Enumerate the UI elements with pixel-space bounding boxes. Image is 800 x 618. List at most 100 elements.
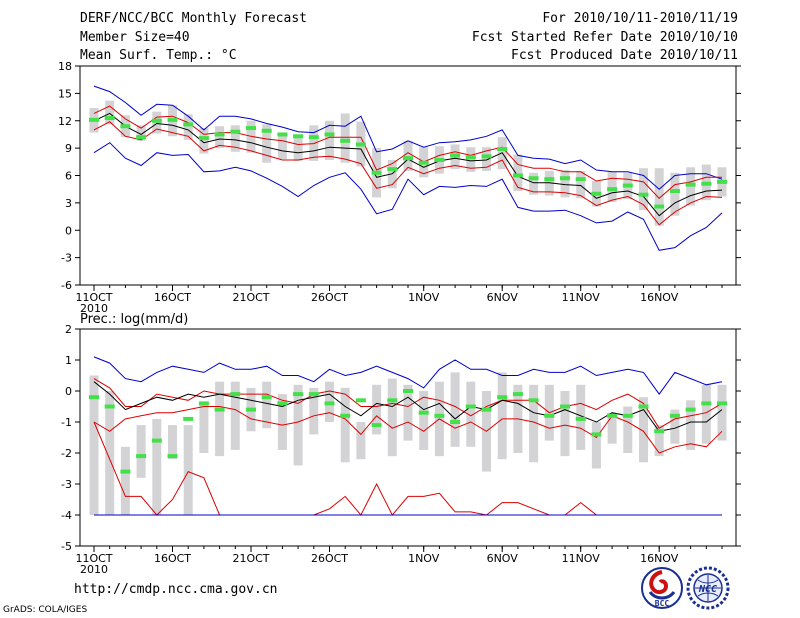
prec-xtick-label-4: 1NOV xyxy=(408,552,440,565)
temp-ytick-label-5: 9 xyxy=(65,142,72,155)
temp-forecast-bar-25 xyxy=(481,154,492,159)
prec-xtick-year-0: 2010 xyxy=(80,563,108,576)
temp-forecast-bar-23 xyxy=(450,153,461,158)
prec-ytick-label-0: -5 xyxy=(61,540,72,553)
prec-spread-box-7 xyxy=(199,403,209,453)
prec-forecast-bar-20 xyxy=(403,389,413,393)
prec-spread-box-9 xyxy=(230,381,240,450)
ncc-logo-text: NCC xyxy=(698,584,717,595)
prec-panel-title: Prec.: log(mm/d) xyxy=(80,312,188,327)
prec-forecast-bar-26 xyxy=(497,395,508,400)
prec-spread-box-2 xyxy=(120,446,130,515)
prec-spread-box-14 xyxy=(309,387,319,435)
prec-upper-line xyxy=(93,378,723,429)
temp-plot-frame xyxy=(79,65,737,286)
temp-ytick-label-3: 3 xyxy=(65,197,72,210)
temp-xtick-label-7: 16NOV xyxy=(640,291,679,304)
temp-forecast-bar-38 xyxy=(685,182,696,187)
prec-ytick-label-2: -3 xyxy=(61,478,72,491)
temp-forecast-bar-31 xyxy=(575,177,586,182)
chart-title: DERF/NCC/BCC Monthly Forecast xyxy=(80,11,307,26)
member-size: Member Size=40 xyxy=(80,30,190,45)
temp-forecast-bar-1 xyxy=(104,116,115,121)
temp-forecast-bar-37 xyxy=(669,189,680,194)
prec-max-line xyxy=(93,356,723,395)
prec-spread-box-16 xyxy=(340,387,350,463)
temp-forecast-bar-30 xyxy=(560,176,570,181)
prec-forecast-bar-23 xyxy=(450,420,461,424)
prec-forecast-bar-21 xyxy=(418,410,429,415)
temp-spread-box-13 xyxy=(293,135,303,161)
prec-ytick-label-4: -1 xyxy=(61,416,72,429)
prec-spread-box-5 xyxy=(168,425,177,460)
prec-forecast-bar-5 xyxy=(167,454,178,459)
temp-forecast-bar-32 xyxy=(591,191,602,196)
temp-spread-box-8 xyxy=(215,126,225,149)
prec-spread-box-36 xyxy=(654,425,664,457)
prec-xtick-label-2: 21OCT xyxy=(232,552,269,565)
temp-forecast-bar-12 xyxy=(277,132,288,137)
temp-forecast-bar-21 xyxy=(418,160,429,165)
temp-forecast-bar-3 xyxy=(136,135,147,140)
prec-forecast-bar-34 xyxy=(622,413,633,418)
temp-spread-box-35 xyxy=(639,168,648,211)
temp-xtick-year-0: 2010 xyxy=(80,302,108,315)
prec-forecast-bar-27 xyxy=(512,392,523,397)
temp-ytick-label-4: 6 xyxy=(65,170,72,183)
temp-min-line xyxy=(93,142,723,251)
prec-forecast-bar-36 xyxy=(654,429,665,434)
prec-spread-box-23 xyxy=(450,372,460,447)
temp-forecast-bar-33 xyxy=(607,187,618,192)
prec-forecast-bar-15 xyxy=(324,401,335,406)
temp-forecast-bar-27 xyxy=(512,173,523,178)
temp-spread-box-25 xyxy=(482,147,491,171)
prec-spread-box-8 xyxy=(215,381,225,457)
temp-forecast-bar-9 xyxy=(230,129,241,134)
prec-forecast-bar-2 xyxy=(120,469,131,474)
temp-max-line xyxy=(93,85,723,190)
forecast-period: For 2010/10/11-2010/11/19 xyxy=(542,11,738,26)
prec-spread-box-39 xyxy=(701,384,711,444)
prec-forecast-bar-33 xyxy=(607,413,618,418)
prec-forecast-bar-37 xyxy=(669,413,680,418)
prec-spread-box-34 xyxy=(623,406,633,453)
temp-forecast-bar-13 xyxy=(293,134,304,139)
prec-spread-box-24 xyxy=(466,381,476,447)
prec-spread-box-3 xyxy=(136,425,146,478)
temp-spread-box-1 xyxy=(105,100,115,125)
temp-lower-line xyxy=(93,121,723,226)
prec-forecast-bar-24 xyxy=(465,404,476,409)
temp-forecast-bar-39 xyxy=(701,181,712,186)
prec-forecast-bar-18 xyxy=(371,423,382,428)
prec-forecast-bar-31 xyxy=(575,416,586,421)
temp-spread-box-36 xyxy=(654,168,664,226)
temp-forecast-bar-10 xyxy=(246,126,256,131)
prec-forecast-bar-32 xyxy=(591,432,602,437)
temp-forecast-bar-11 xyxy=(261,128,272,133)
temp-forecast-bar-36 xyxy=(654,204,665,209)
prec-spread-box-38 xyxy=(686,400,696,450)
temp-xtick-label-1: 16OCT xyxy=(154,291,191,304)
prec-spread-box-26 xyxy=(497,372,507,460)
temp-ytick-label-7: 15 xyxy=(58,87,72,100)
prec-spread-box-12 xyxy=(277,394,287,450)
prec-lower-line xyxy=(93,406,723,454)
temp-ytick-label-6: 12 xyxy=(58,115,72,128)
prec-mean-line xyxy=(93,381,723,432)
temp-spread-box-27 xyxy=(513,154,523,192)
prec-forecast-bar-25 xyxy=(481,407,492,412)
prec-ytick-label-1: -4 xyxy=(61,509,72,522)
temp-forecast-bar-4 xyxy=(151,118,162,123)
prec-forecast-bar-12 xyxy=(277,401,288,406)
bcc-logo: BCC xyxy=(641,567,683,609)
temp-forecast-bar-6 xyxy=(183,122,194,127)
website-url[interactable]: http://cmdp.ncc.cma.gov.cn xyxy=(74,582,278,597)
temp-spread-box-33 xyxy=(607,171,617,202)
temp-forecast-bar-5 xyxy=(167,117,178,122)
temp-forecast-bar-19 xyxy=(387,167,398,172)
temp-forecast-bar-34 xyxy=(622,183,633,188)
temp-xtick-label-2: 21OCT xyxy=(232,291,269,304)
temp-xtick-label-5: 6NOV xyxy=(487,291,519,304)
temp-spread-box-6 xyxy=(183,114,193,140)
